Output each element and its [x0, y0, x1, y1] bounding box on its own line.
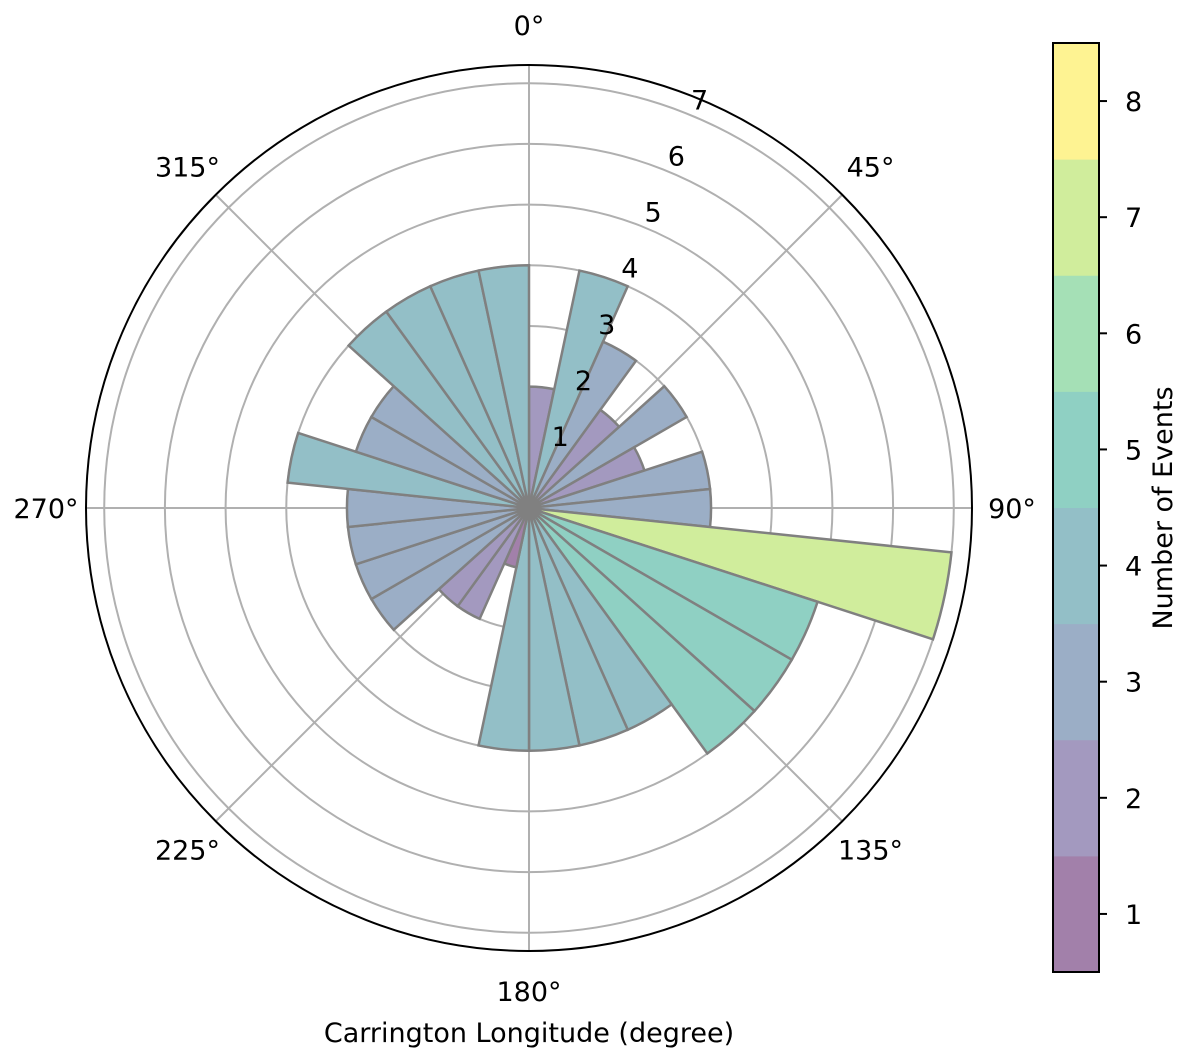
- colorbar-segment-1: [1053, 855, 1099, 973]
- theta-tick-label-180: 180°: [496, 977, 561, 1008]
- bar-15: [477, 507, 531, 752]
- r-tick-label-2: 2: [575, 366, 592, 397]
- bar-1: [527, 269, 630, 509]
- r-tick-label-4: 4: [621, 254, 638, 285]
- colorbar-tick-label-2: 2: [1125, 784, 1142, 815]
- theta-tick-label-315: 315°: [155, 152, 220, 183]
- colorbar-tick-label-7: 7: [1125, 203, 1142, 234]
- bar-11: [527, 507, 757, 756]
- bar-8: [528, 506, 953, 641]
- theta-tick-label-45: 45°: [847, 152, 895, 183]
- bar-4: [528, 384, 689, 510]
- theta-tick-label-0: 0°: [514, 11, 545, 42]
- colorbar-segment-6: [1053, 275, 1099, 392]
- colorbar-tick-label-5: 5: [1125, 435, 1142, 466]
- theta-tick-label-270: 270°: [13, 494, 78, 525]
- x-axis-label: Carrington Longitude (degree): [324, 1018, 734, 1049]
- colorbar-frame: [1052, 42, 1100, 973]
- colorbar-tick-label-8: 8: [1125, 87, 1142, 118]
- colorbar: 1 2 3 4 5 6 7 8 Number of Events: [1052, 42, 1179, 973]
- theta-tick-label-225: 225°: [155, 836, 220, 867]
- colorbar-tick-label-4: 4: [1125, 552, 1142, 583]
- colorbar-tick-label-6: 6: [1125, 319, 1142, 350]
- r-tick-label-7: 7: [691, 86, 708, 117]
- theta-tick-label-90: 90°: [988, 494, 1036, 525]
- colorbar-tick-label-1: 1: [1125, 900, 1142, 931]
- polar-frame: [85, 64, 973, 952]
- angular-tick-labels: 0° 45° 90° 135° 180° 225° 270° 315°: [13, 11, 1035, 1008]
- bar-2: [527, 340, 638, 509]
- colorbar-tick-label-3: 3: [1125, 668, 1142, 699]
- r-tick-label-5: 5: [645, 198, 662, 229]
- colorbar-segment-7: [1053, 159, 1099, 276]
- colorbar-label: Number of Events: [1148, 386, 1179, 629]
- theta-tick-label-135: 135°: [838, 836, 903, 867]
- colorbar-segment-4: [1053, 507, 1099, 625]
- r-tick-label-6: 6: [668, 142, 685, 173]
- colorbar-segment-2: [1053, 739, 1099, 857]
- r-tick-label-3: 3: [598, 310, 615, 341]
- colorbar-segment-8: [1053, 43, 1099, 160]
- r-tick-label-1: 1: [552, 422, 569, 453]
- colorbar-segment-5: [1053, 391, 1099, 508]
- bars-group: [286, 264, 953, 756]
- colorbar-segment-3: [1053, 623, 1099, 741]
- bar-29: [477, 264, 531, 509]
